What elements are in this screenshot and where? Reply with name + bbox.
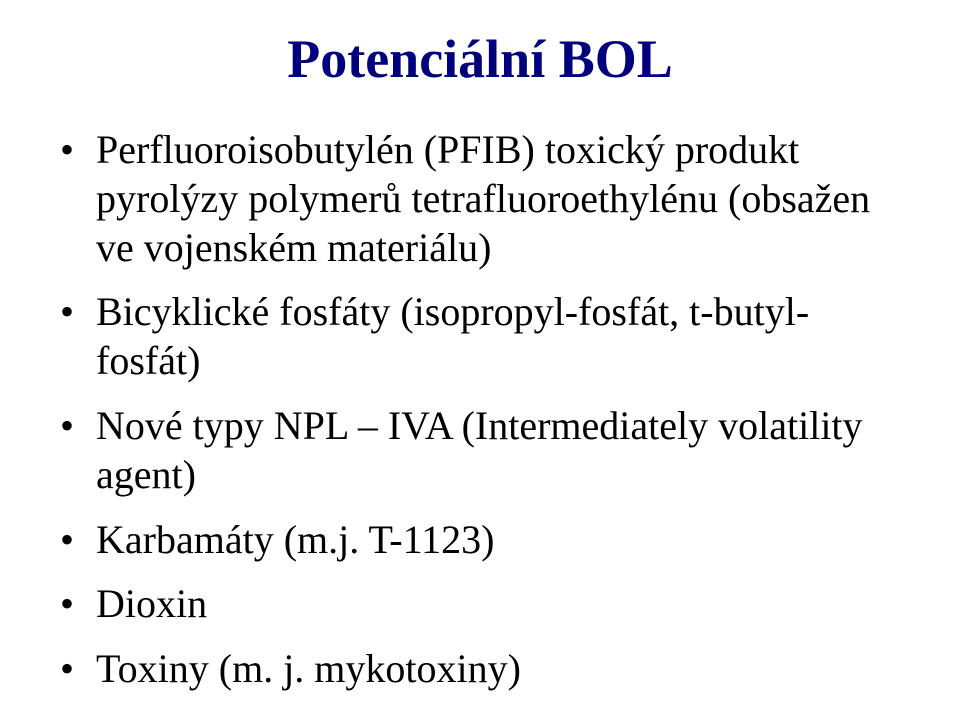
bullet-item: Toxiny (m. j. mykotoxiny)	[60, 645, 912, 694]
bullet-item: Bicyklické fosfáty (isopropyl-fosfát, t-…	[60, 288, 912, 386]
bullet-item: Dioxin	[60, 580, 912, 629]
bullet-text: Dioxin	[96, 581, 207, 626]
bullet-text: Bicyklické fosfáty (isopropyl-fosfát, t-…	[96, 289, 809, 383]
bullet-text: Karbamáty (m.j. T-1123)	[96, 517, 494, 562]
bullet-item: Nové typy NPL – IVA (Intermediately vola…	[60, 402, 912, 500]
slide-title: Potenciální BOL	[48, 28, 912, 90]
bullet-item: Karbamáty (m.j. T-1123)	[60, 516, 912, 565]
bullet-text: Nové typy NPL – IVA (Intermediately vola…	[96, 403, 863, 497]
bullet-text: Perfluoroisobutylén (PFIB) toxický produ…	[96, 127, 870, 270]
bullet-list: Perfluoroisobutylén (PFIB) toxický produ…	[48, 126, 912, 694]
bullet-item: Perfluoroisobutylén (PFIB) toxický produ…	[60, 126, 912, 272]
slide: Potenciální BOL Perfluoroisobutylén (PFI…	[0, 0, 960, 718]
bullet-text: Toxiny (m. j. mykotoxiny)	[96, 646, 521, 691]
